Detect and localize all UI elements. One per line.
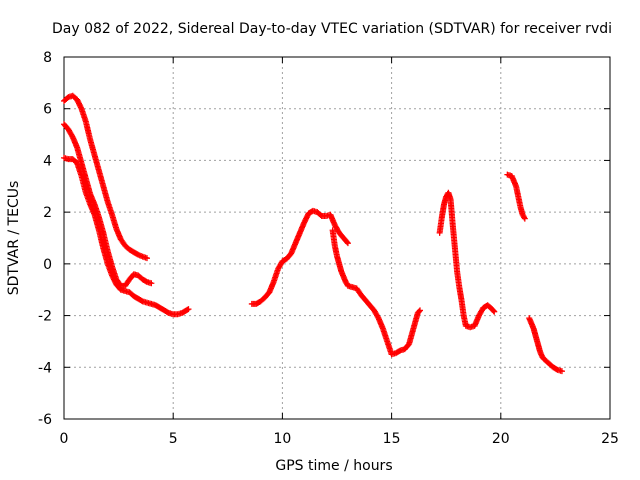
axis-ticks <box>63 56 611 420</box>
series-track-3 <box>61 154 192 318</box>
y-tick-label: 6 <box>43 102 52 118</box>
plot-frame <box>63 56 611 420</box>
data-point <box>521 215 528 222</box>
data-point <box>143 255 150 262</box>
x-tick-label: 5 <box>169 431 178 447</box>
series-track-6 <box>436 189 498 331</box>
series-track-2 <box>61 121 155 289</box>
series-track-5 <box>329 227 423 358</box>
data-points <box>61 92 565 375</box>
x-tick-labels: 0 5 10 15 20 25 <box>60 431 619 447</box>
series-track-1 <box>61 92 150 262</box>
series-track-8 <box>526 315 565 375</box>
x-tick-label: 10 <box>273 431 291 447</box>
y-tick-label: -2 <box>38 309 52 325</box>
y-tick-label: -6 <box>38 412 52 428</box>
data-point <box>148 280 155 287</box>
data-point <box>344 239 351 246</box>
x-tick-label: 20 <box>492 431 510 447</box>
y-tick-label: 0 <box>43 257 52 273</box>
chart-title: Day 082 of 2022, Sidereal Day-to-day VTE… <box>52 21 612 37</box>
x-tick-label: 15 <box>383 431 401 447</box>
x-tick-label: 0 <box>60 431 69 447</box>
y-axis-label: SDTVAR / TECUs <box>6 181 22 296</box>
x-tick-label: 25 <box>601 431 619 447</box>
x-axis-label: GPS time / hours <box>275 458 392 474</box>
series-track-4 <box>248 207 351 307</box>
data-point <box>521 214 528 221</box>
data-point <box>558 368 565 375</box>
y-tick-label: 4 <box>43 153 52 169</box>
data-point <box>416 308 423 315</box>
grid <box>64 57 610 419</box>
y-tick-label: 8 <box>43 50 52 66</box>
y-tick-label: -4 <box>38 360 52 376</box>
data-point <box>185 306 192 313</box>
y-tick-labels: -6 -4 -2 0 2 4 6 8 <box>38 50 52 428</box>
data-point <box>490 307 497 314</box>
data-point <box>344 240 351 247</box>
y-tick-label: 2 <box>43 205 52 221</box>
data-point <box>416 307 423 314</box>
series-track-7 <box>504 171 528 222</box>
data-point <box>491 308 498 315</box>
